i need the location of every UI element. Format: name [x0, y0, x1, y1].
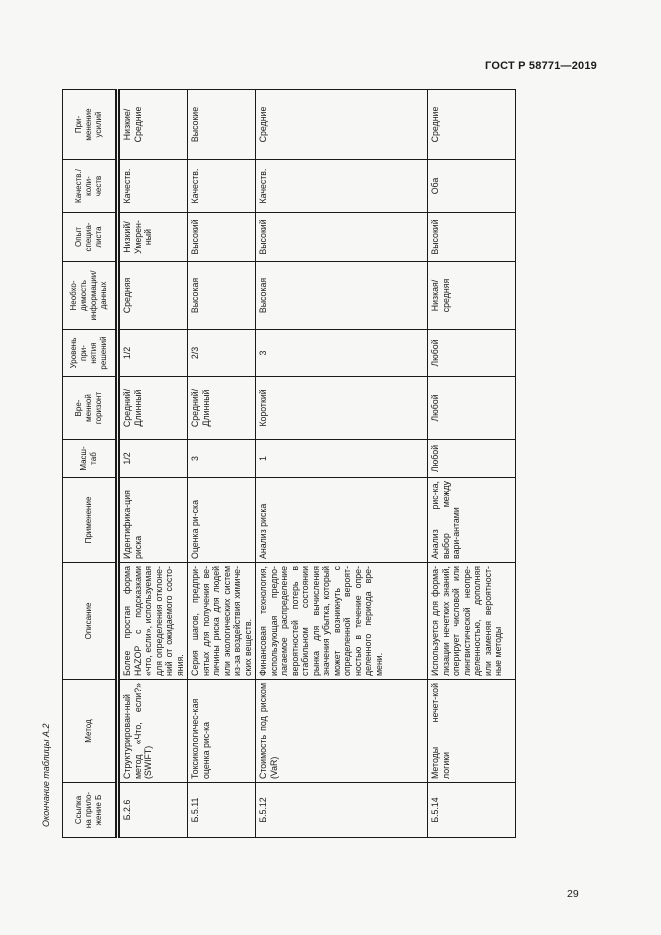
- cell-application: Оценка ри-ска: [187, 477, 256, 563]
- cell-description: Серия шагов, предпри-нятых для получения…: [187, 562, 256, 680]
- cell-method: Методы нечет-кой логики: [427, 679, 516, 783]
- cell-expertise: Высокий: [187, 212, 256, 262]
- cell-effort: Средние: [255, 89, 428, 160]
- cell-expertise: Высокий: [255, 212, 428, 262]
- cell-horizon: Короткий: [255, 376, 428, 440]
- cell-horizon: Средний/Длинный: [117, 376, 188, 440]
- cell-description: Финансовая технология, использующая пред…: [255, 562, 428, 680]
- cell-ref: Б.5.12: [255, 782, 428, 838]
- cell-decision-level: 3: [255, 329, 428, 377]
- cell-scale: 3: [187, 439, 256, 478]
- cell-method: Токсикологичес-кая оценка рис-ка: [187, 679, 256, 783]
- risk-methods-table: Ссылка на прило- жение Б Метод Описание …: [62, 89, 516, 838]
- cell-decision-level: 2/3: [187, 329, 256, 377]
- cell-scale: 1: [255, 439, 428, 478]
- cell-effort: Средние: [427, 89, 516, 160]
- header-info-need: Необхо- димость информации/ данных: [62, 261, 118, 330]
- cell-info-need: Высокая: [187, 261, 256, 330]
- cell-method: Структурирован-ный метод «Что, если?» (S…: [117, 679, 188, 783]
- cell-expertise: Высокий: [427, 212, 516, 262]
- cell-application: Анализ риска: [255, 477, 428, 563]
- cell-info-need: Высокая: [255, 261, 428, 330]
- cell-ref: Б.2.6: [117, 782, 188, 838]
- rotated-table-zone: Ссылка на прило- жение Б Метод Описание …: [62, 89, 516, 838]
- page-number: 29: [567, 888, 579, 900]
- header-row: Ссылка на прило- жение Б Метод Описание …: [62, 89, 118, 838]
- cell-ref: Б.5.11: [187, 782, 256, 838]
- header-decision-level: Уровень при- нятия решений: [62, 329, 118, 377]
- cell-effort: Низкие/Средние: [117, 89, 188, 160]
- cell-scale: Любой: [427, 439, 516, 478]
- header-expertise: Опыт специа- листа: [62, 212, 118, 262]
- header-scale: Масш- таб: [62, 439, 118, 478]
- cell-qual-quant: Качеств.: [255, 159, 428, 213]
- cell-qual-quant: Качеств.: [187, 159, 256, 213]
- cell-expertise: Низкий/Умерен-ный: [117, 212, 188, 262]
- cell-info-need: Низкая/средняя: [427, 261, 516, 330]
- cell-effort: Высокие: [187, 89, 256, 160]
- header-horizon: Вре- менной горизонт: [62, 376, 118, 440]
- cell-horizon: Любой: [427, 376, 516, 440]
- header-method: Метод: [62, 679, 118, 783]
- landscape-table-container: Ссылка на прило- жение Б Метод Описание …: [62, 89, 516, 838]
- cell-application: Идентифика-ция риска: [117, 477, 188, 563]
- cell-description: Используется для форма-лизации нечетких …: [427, 562, 516, 680]
- cell-decision-level: Любой: [427, 329, 516, 377]
- table-row-b511: Б.5.11 Токсикологичес-кая оценка рис-ка …: [187, 89, 256, 838]
- table-row-b26: Б.2.6 Структурирован-ный метод «Что, есл…: [117, 89, 188, 838]
- cell-qual-quant: Качеств.: [117, 159, 188, 213]
- table-row-b512: Б.5.12 Стоимость под риском (VaR) Финанс…: [255, 89, 428, 838]
- header-effort: При- менение усилий: [62, 89, 118, 160]
- cell-application: Анализ рис-ка, выбор между вари-антами: [427, 477, 516, 563]
- header-description: Описание: [62, 562, 118, 680]
- table-row-b514: Б.5.14 Методы нечет-кой логики Используе…: [427, 89, 516, 838]
- cell-method: Стоимость под риском (VaR): [255, 679, 428, 783]
- cell-info-need: Средняя: [117, 261, 188, 330]
- header-application: Применение: [62, 477, 118, 563]
- cell-decision-level: 1/2: [117, 329, 188, 377]
- cell-horizon: Средний/Длинный: [187, 376, 256, 440]
- table-caption: Окончание таблицы А.2: [41, 723, 51, 827]
- cell-description: Более простая форма HAZOP с подсказками …: [117, 562, 188, 680]
- cell-ref: Б.5.14: [427, 782, 516, 838]
- cell-scale: 1/2: [117, 439, 188, 478]
- header-ref: Ссылка на прило- жение Б: [62, 782, 118, 838]
- cell-qual-quant: Оба: [427, 159, 516, 213]
- header-qual-quant: Качеств./ коли- честв: [62, 159, 118, 213]
- doc-number: ГОСТ Р 58771—2019: [485, 60, 597, 72]
